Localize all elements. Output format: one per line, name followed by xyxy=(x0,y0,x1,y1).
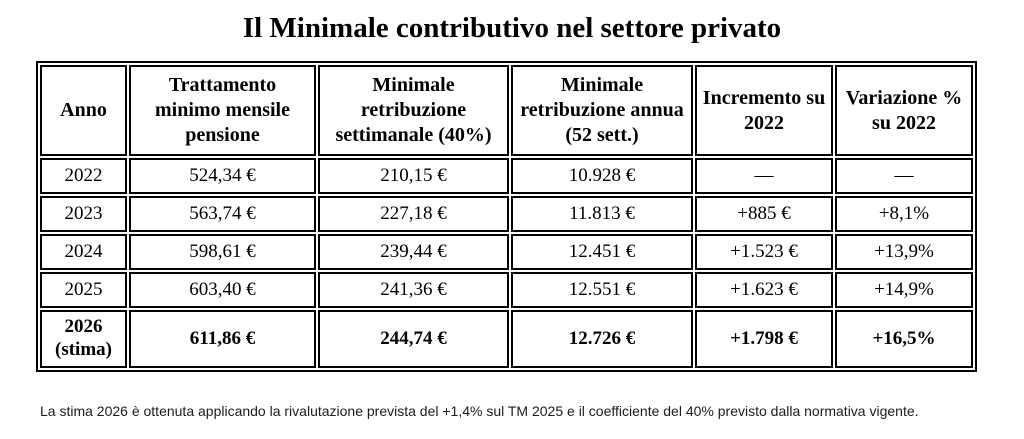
table-container: Anno Trattamento minimo mensile pensione… xyxy=(0,61,1024,372)
cell-anno: 2026 (stima) xyxy=(40,310,127,368)
cell-anno: 2025 xyxy=(40,272,127,308)
table-row-2023: 2023 563,74 € 227,18 € 11.813 € +885 € +… xyxy=(40,196,973,232)
table-row-2024: 2024 598,61 € 239,44 € 12.451 € +1.523 €… xyxy=(40,234,973,270)
cell-incremento: — xyxy=(695,158,833,194)
cell-annua: 12.551 € xyxy=(511,272,693,308)
cell-annua: 11.813 € xyxy=(511,196,693,232)
cell-settimanale: 227,18 € xyxy=(318,196,509,232)
header-row: Anno Trattamento minimo mensile pensione… xyxy=(40,65,973,156)
table-row-2026-stima: 2026 (stima) 611,86 € 244,74 € 12.726 € … xyxy=(40,310,973,368)
cell-annua: 12.451 € xyxy=(511,234,693,270)
cell-settimanale: 210,15 € xyxy=(318,158,509,194)
table-row-2025: 2025 603,40 € 241,36 € 12.551 € +1.623 €… xyxy=(40,272,973,308)
cell-trattamento: 524,34 € xyxy=(129,158,316,194)
header-cell-incremento: Incremento su 2022 xyxy=(695,65,833,156)
cell-variazione: +13,9% xyxy=(835,234,973,270)
cell-incremento: +1.523 € xyxy=(695,234,833,270)
cell-trattamento: 611,86 € xyxy=(129,310,316,368)
header-cell-settimanale: Minimale retribuzione settimanale (40%) xyxy=(318,65,509,156)
cell-incremento: +885 € xyxy=(695,196,833,232)
cell-variazione: +16,5% xyxy=(835,310,973,368)
header-cell-annua: Minimale retribuzione annua (52 sett.) xyxy=(511,65,693,156)
cell-incremento: +1.798 € xyxy=(695,310,833,368)
cell-variazione: +8,1% xyxy=(835,196,973,232)
cell-variazione: — xyxy=(835,158,973,194)
cell-incremento: +1.623 € xyxy=(695,272,833,308)
cell-trattamento: 603,40 € xyxy=(129,272,316,308)
footnote-text: La stima 2026 è ottenuta applicando la r… xyxy=(40,403,919,419)
cell-annua: 12.726 € xyxy=(511,310,693,368)
cell-trattamento: 598,61 € xyxy=(129,234,316,270)
page-title: Il Minimale contributivo nel settore pri… xyxy=(242,12,782,44)
cell-anno: 2024 xyxy=(40,234,127,270)
header-cell-anno: Anno xyxy=(40,65,127,156)
minimale-contributivo-table: Anno Trattamento minimo mensile pensione… xyxy=(36,61,977,372)
cell-trattamento: 563,74 € xyxy=(129,196,316,232)
cell-annua: 10.928 € xyxy=(511,158,693,194)
header-cell-trattamento: Trattamento minimo mensile pensione xyxy=(129,65,316,156)
header-cell-variazione: Variazione % su 2022 xyxy=(835,65,973,156)
cell-variazione: +14,9% xyxy=(835,272,973,308)
cell-anno: 2022 xyxy=(40,158,127,194)
cell-settimanale: 239,44 € xyxy=(318,234,509,270)
table-row-2022: 2022 524,34 € 210,15 € 10.928 € — — xyxy=(40,158,973,194)
cell-anno: 2023 xyxy=(40,196,127,232)
cell-settimanale: 241,36 € xyxy=(318,272,509,308)
cell-settimanale: 244,74 € xyxy=(318,310,509,368)
